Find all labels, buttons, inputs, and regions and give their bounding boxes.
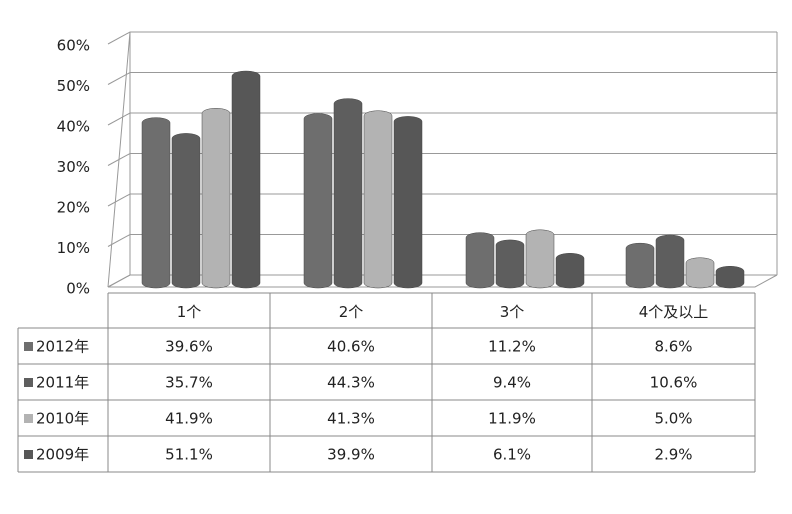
y-tick-label: 10% xyxy=(57,239,90,257)
x-tick-label: 1个 xyxy=(177,303,202,321)
bar xyxy=(655,234,685,289)
y-tick-label: 50% xyxy=(57,77,90,95)
value-label: 6.1% xyxy=(493,446,531,464)
grid-line xyxy=(107,31,777,45)
bar xyxy=(465,232,495,289)
bar xyxy=(625,242,655,289)
legend-label: 2012年 xyxy=(36,338,89,356)
bar xyxy=(171,133,201,289)
bar xyxy=(555,253,585,289)
value-label: 9.4% xyxy=(493,374,531,392)
legend-swatch xyxy=(24,450,33,459)
x-tick-label: 3个 xyxy=(500,303,525,321)
legend-swatch xyxy=(24,378,33,387)
y-tick-label: 40% xyxy=(57,118,90,136)
x-tick-label: 4个及以上 xyxy=(639,303,709,321)
legend-label: 2011年 xyxy=(36,374,89,392)
value-label: 35.7% xyxy=(165,374,213,392)
legend-swatch xyxy=(24,342,33,351)
y-tick-label: 30% xyxy=(57,158,90,176)
grid-line xyxy=(107,72,777,85)
bar xyxy=(201,108,231,289)
value-label: 40.6% xyxy=(327,338,375,356)
bar xyxy=(231,70,261,289)
grid-line xyxy=(107,193,777,207)
value-label: 11.2% xyxy=(488,338,536,356)
bar xyxy=(685,257,715,289)
bar xyxy=(715,266,745,289)
grid-line xyxy=(107,112,777,126)
bar xyxy=(363,110,393,289)
y-tick-label: 0% xyxy=(66,280,90,298)
bar xyxy=(141,117,171,289)
value-label: 8.6% xyxy=(654,338,692,356)
value-label: 39.9% xyxy=(327,446,375,464)
grid-line xyxy=(107,234,777,247)
bar xyxy=(333,98,363,289)
value-label: 10.6% xyxy=(650,374,698,392)
bar xyxy=(303,113,333,289)
legend-label: 2010年 xyxy=(36,410,89,428)
value-label: 2.9% xyxy=(654,446,692,464)
value-label: 51.1% xyxy=(165,446,213,464)
value-label: 41.9% xyxy=(165,410,213,428)
grid-line xyxy=(107,153,777,166)
y-tick-label: 20% xyxy=(57,199,90,217)
value-label: 41.3% xyxy=(327,410,375,428)
value-label: 39.6% xyxy=(165,338,213,356)
bar xyxy=(525,229,555,289)
legend-label: 2009年 xyxy=(36,446,89,464)
y-tick-label: 60% xyxy=(57,37,90,55)
value-label: 44.3% xyxy=(327,374,375,392)
value-label: 11.9% xyxy=(488,410,536,428)
bar xyxy=(393,116,423,289)
legend-swatch xyxy=(24,414,33,423)
x-tick-label: 2个 xyxy=(339,303,364,321)
bar xyxy=(495,239,525,289)
value-label: 5.0% xyxy=(654,410,692,428)
